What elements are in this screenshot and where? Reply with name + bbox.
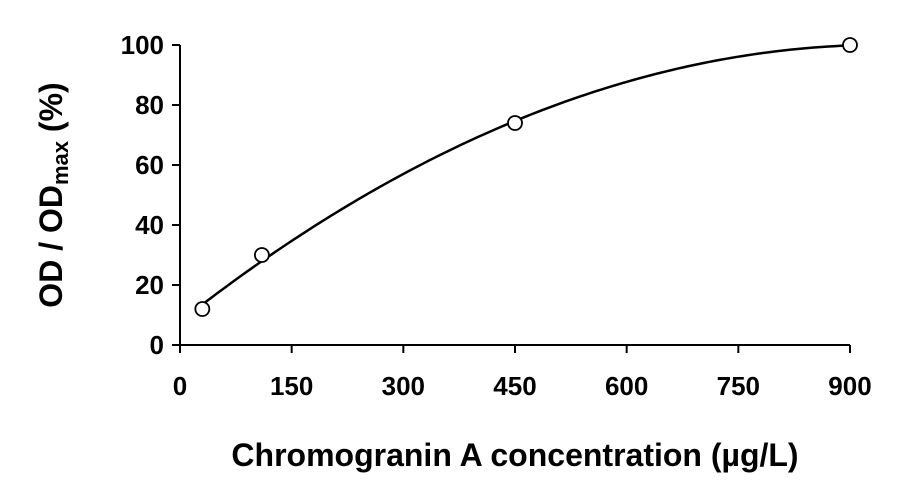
y-axis-title-main: OD / OD bbox=[33, 185, 69, 308]
x-axis-title: Chromogranin A concentration (µg/L) bbox=[231, 437, 798, 473]
y-axis-title-suffix: (%) bbox=[33, 82, 69, 141]
x-tick-label: 750 bbox=[717, 371, 760, 401]
data-point-marker bbox=[253, 247, 270, 263]
x-tick-label: 150 bbox=[270, 371, 313, 401]
data-points bbox=[194, 37, 858, 317]
data-point-marker bbox=[507, 115, 523, 131]
x-tick-label: 0 bbox=[173, 371, 187, 401]
y-tick-label: 100 bbox=[121, 30, 164, 60]
y-tick-label: 20 bbox=[135, 270, 164, 300]
x-tick-label: 600 bbox=[605, 371, 648, 401]
plot-area: 0 20 40 60 80 100 0 150 300 450 600 750 900 bbox=[121, 30, 872, 401]
y-tick-label: 0 bbox=[150, 330, 164, 360]
x-tick-label: 450 bbox=[493, 371, 536, 401]
x-tick-label: 300 bbox=[382, 371, 425, 401]
y-tick-label: 40 bbox=[135, 210, 164, 240]
x-axis-ticks: 0 150 300 450 600 750 900 bbox=[173, 345, 872, 401]
y-axis-title-subscript: max bbox=[48, 140, 73, 185]
y-axis-title: OD / ODmax (%) bbox=[33, 82, 73, 307]
x-tick-label: 900 bbox=[828, 371, 871, 401]
y-tick-label: 60 bbox=[135, 150, 164, 180]
fit-curve bbox=[201, 44, 851, 306]
data-point-marker bbox=[194, 301, 211, 317]
data-point-marker bbox=[842, 37, 858, 53]
y-axis-ticks: 0 20 40 60 80 100 bbox=[121, 30, 180, 360]
y-tick-label: 80 bbox=[135, 90, 164, 120]
